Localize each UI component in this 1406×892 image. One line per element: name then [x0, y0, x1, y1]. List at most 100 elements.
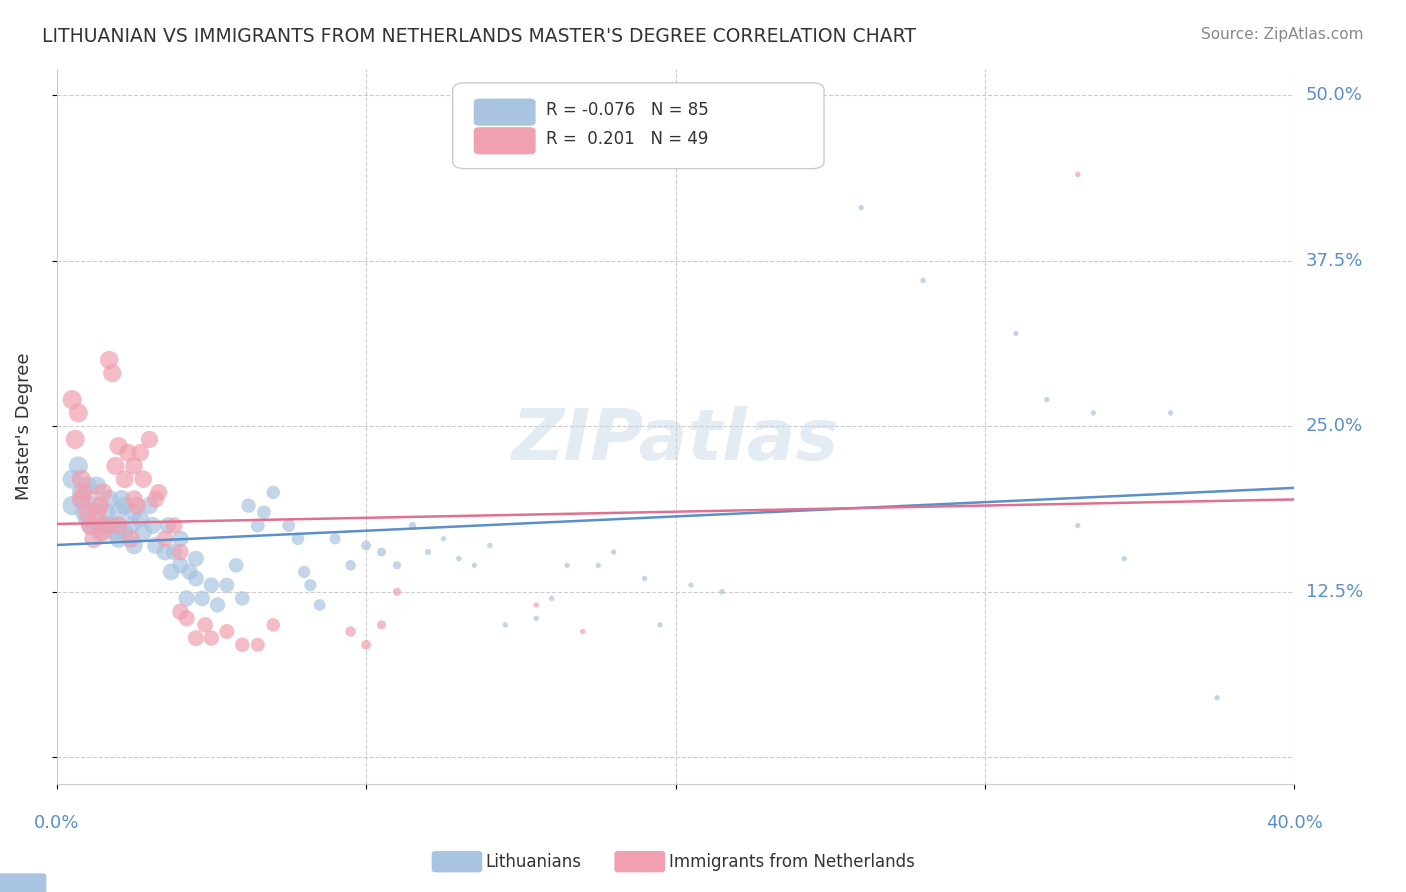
Point [602, 545, 624, 559]
Point [1036, 392, 1059, 407]
Text: ZIPatlas: ZIPatlas [512, 406, 839, 475]
Point [169, 605, 191, 619]
Point [679, 578, 702, 592]
Point [238, 499, 260, 513]
Point [184, 631, 207, 645]
Point [83, 532, 105, 546]
Point [1206, 690, 1229, 705]
Point [1067, 168, 1090, 182]
Point [1114, 551, 1136, 566]
Y-axis label: Master's Degree: Master's Degree [15, 352, 32, 500]
Point [132, 525, 155, 540]
Point [253, 505, 276, 519]
Text: R = -0.076   N = 85: R = -0.076 N = 85 [546, 101, 709, 119]
Point [114, 525, 136, 540]
Point [145, 491, 167, 506]
Point [107, 518, 129, 533]
Point [91, 518, 114, 533]
Point [67, 458, 90, 473]
Text: Lithuanians: Lithuanians [485, 853, 581, 871]
Point [70, 491, 93, 506]
Point [67, 406, 90, 420]
Point [107, 439, 129, 453]
Point [76, 479, 98, 493]
Point [120, 518, 142, 533]
Point [370, 618, 392, 632]
Text: 50.0%: 50.0% [1306, 86, 1362, 104]
Point [555, 558, 578, 573]
Text: 25.0%: 25.0% [1306, 417, 1362, 435]
Point [169, 545, 191, 559]
Point [122, 538, 145, 552]
Point [849, 201, 872, 215]
Point [122, 491, 145, 506]
Point [125, 499, 148, 513]
Point [129, 445, 152, 459]
Point [176, 591, 198, 606]
Point [110, 491, 132, 506]
Point [416, 545, 439, 559]
Point [231, 591, 253, 606]
Point [354, 638, 377, 652]
Point [200, 578, 222, 592]
Point [122, 505, 145, 519]
Text: R =  0.201   N = 49: R = 0.201 N = 49 [546, 129, 707, 147]
Point [117, 445, 139, 459]
Point [299, 578, 322, 592]
Point [132, 472, 155, 486]
Point [571, 624, 593, 639]
Point [1083, 406, 1105, 420]
Point [231, 638, 253, 652]
Point [586, 558, 609, 573]
Text: Source: ZipAtlas.com: Source: ZipAtlas.com [1201, 27, 1364, 42]
Point [79, 518, 101, 533]
Point [184, 551, 207, 566]
Point [215, 624, 238, 639]
Point [1067, 518, 1090, 533]
Point [120, 532, 142, 546]
Point [156, 518, 179, 533]
Point [94, 518, 117, 533]
Point [76, 505, 98, 519]
Point [524, 598, 547, 612]
Text: 40.0%: 40.0% [1265, 814, 1323, 832]
Point [153, 545, 176, 559]
Point [98, 353, 121, 368]
Point [179, 565, 201, 579]
Point [107, 532, 129, 546]
Point [710, 584, 733, 599]
Point [141, 518, 163, 533]
Point [169, 532, 191, 546]
Point [200, 631, 222, 645]
Point [60, 472, 83, 486]
Point [184, 572, 207, 586]
Point [86, 505, 108, 519]
Point [339, 558, 361, 573]
Point [70, 491, 93, 506]
Point [73, 505, 96, 519]
Point [114, 499, 136, 513]
Point [339, 624, 361, 639]
FancyBboxPatch shape [474, 128, 536, 154]
Point [169, 558, 191, 573]
Point [191, 591, 214, 606]
Point [277, 518, 299, 533]
Point [207, 598, 229, 612]
Point [370, 545, 392, 559]
Point [83, 499, 105, 513]
Point [138, 499, 160, 513]
Point [101, 518, 124, 533]
Point [91, 525, 114, 540]
Point [70, 485, 93, 500]
Point [463, 558, 485, 573]
Point [225, 558, 247, 573]
Point [292, 565, 315, 579]
Point [79, 518, 101, 533]
Point [215, 578, 238, 592]
Point [478, 538, 501, 552]
Point [60, 499, 83, 513]
Point [104, 525, 127, 540]
Point [163, 545, 186, 559]
Point [633, 572, 655, 586]
Point [912, 273, 935, 287]
